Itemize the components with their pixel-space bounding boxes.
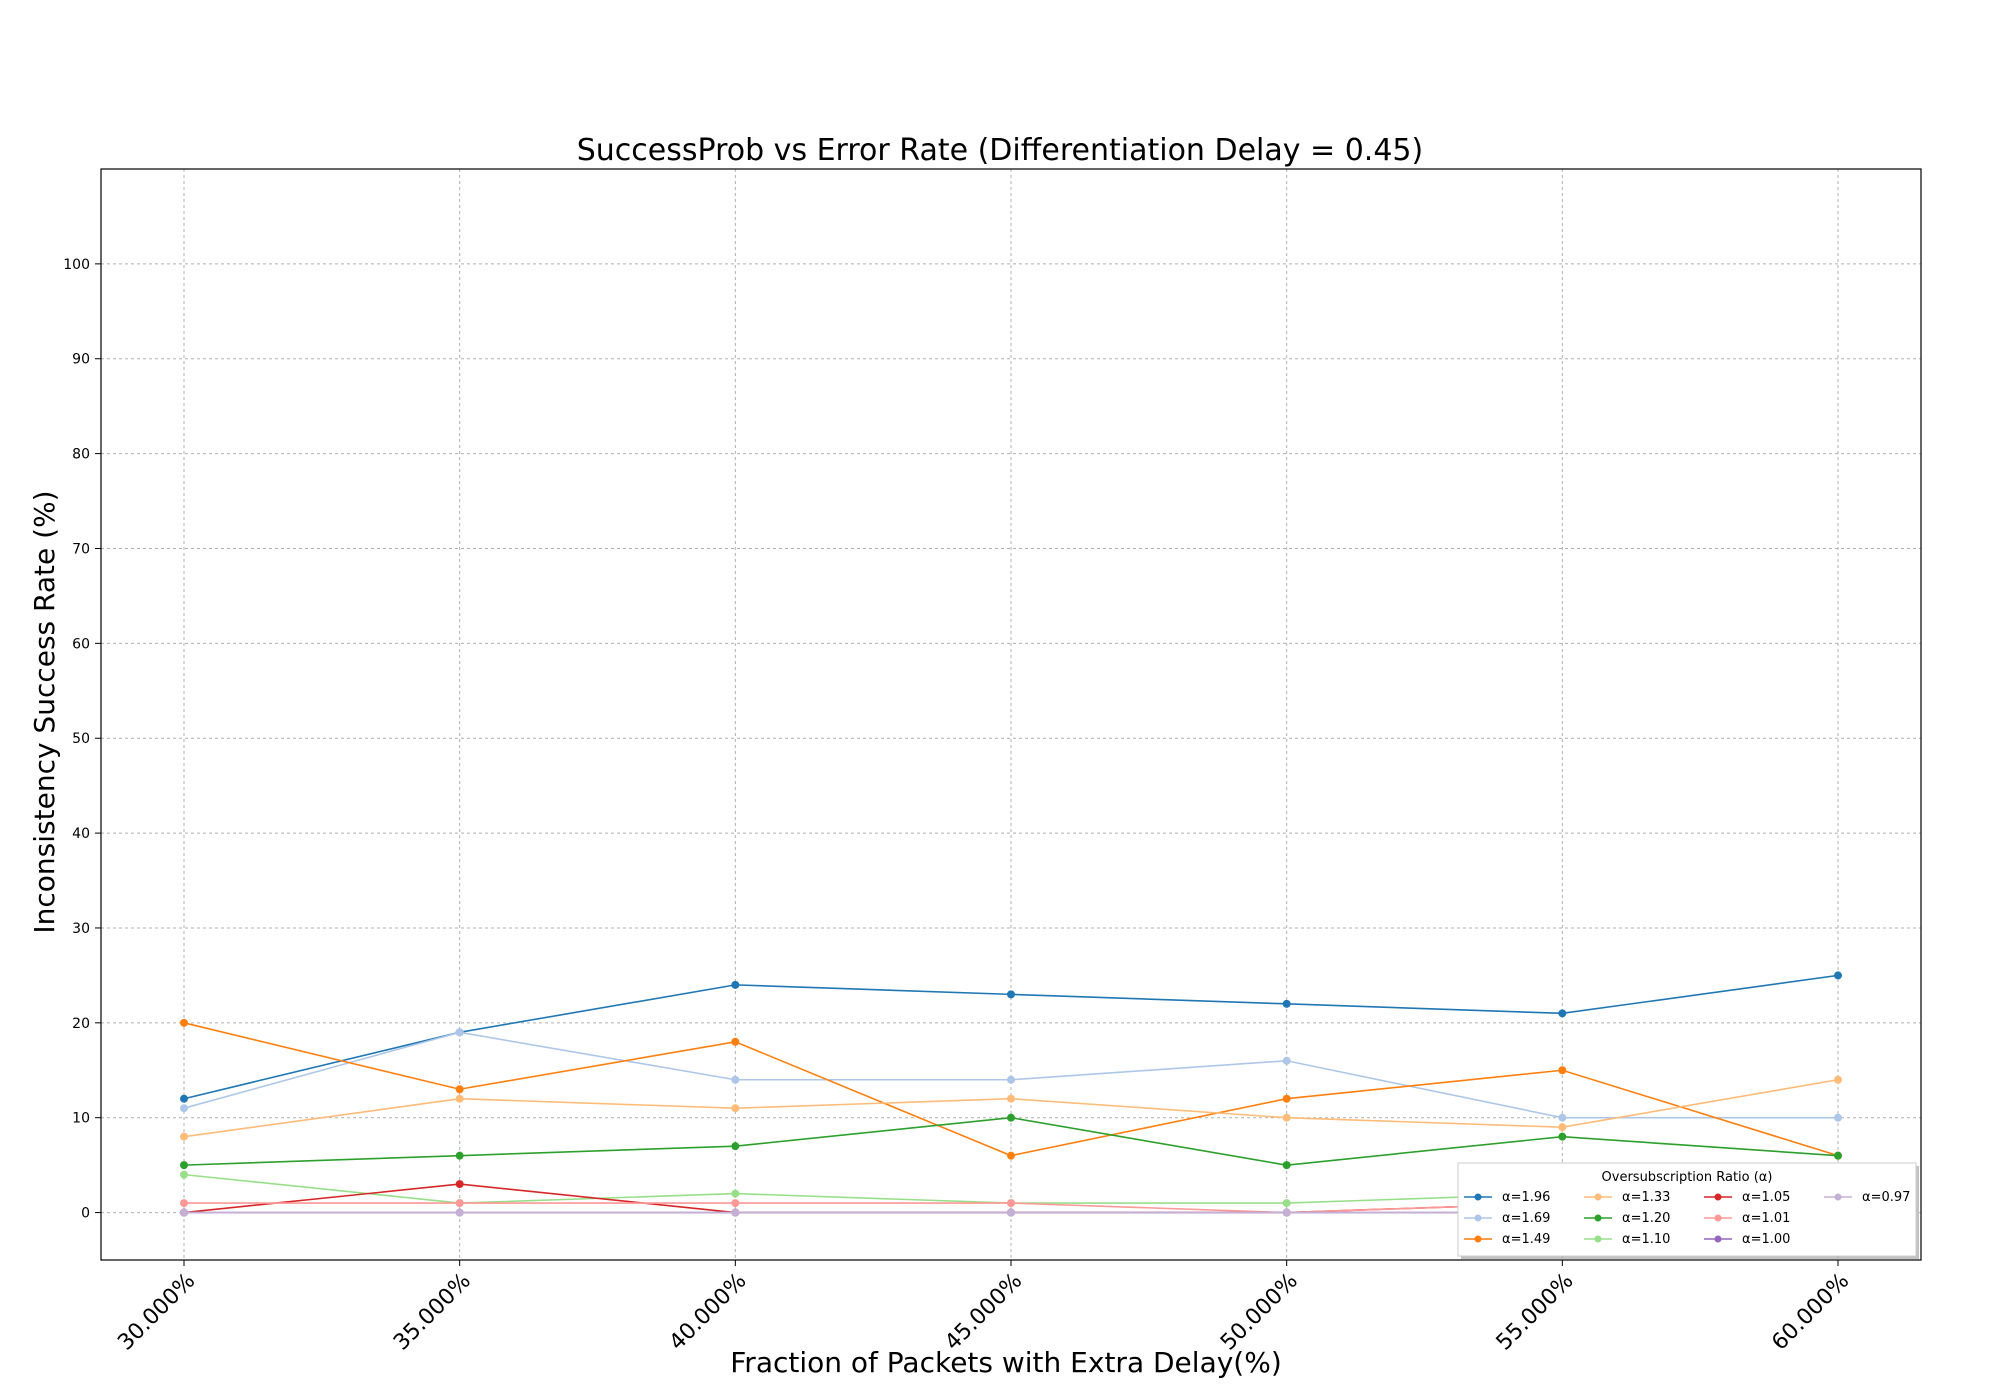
data-point [1282,1056,1291,1065]
data-point [1282,1208,1291,1217]
legend-item: α=1.10 [1584,1232,1670,1247]
legend-label: α=1.49 [1502,1232,1550,1247]
data-point [1558,1066,1567,1075]
legend: Oversubscription Ratio (α) α=1.96 α=1.69 α… [1457,1162,1919,1259]
legend-label: α=1.96 [1502,1190,1550,1205]
data-point [180,1208,188,1217]
legend-label: α=1.01 [1742,1211,1790,1226]
data-point [731,1037,740,1046]
data-point [180,1199,188,1208]
legend-item: α=1.01 [1704,1211,1790,1226]
legend-marker [1714,1214,1722,1222]
y-tick-label: 20 [72,1016,90,1032]
legend-marker [1474,1193,1482,1201]
data-point [455,1180,464,1189]
legend-item: α=0.97 [1824,1190,1910,1205]
data-point [1834,1113,1842,1122]
y-axis-label: Inconsistency Success Rate (%) [28,490,61,933]
data-point [731,1208,740,1217]
legend-marker [1594,1235,1602,1243]
data-point [455,1094,464,1103]
data-point [1834,1075,1842,1084]
legend-label: α=1.10 [1622,1232,1670,1247]
y-tick-label: 40 [72,826,90,842]
data-point [455,1208,464,1217]
x-axis-label: Fraction of Packets with Extra Delay(%) [730,1346,1282,1379]
legend-item: α=1.49 [1464,1232,1550,1247]
data-point [1007,1151,1015,1160]
data-point [1007,1094,1015,1103]
legend-marker [1594,1214,1602,1222]
y-tick-label: 90 [72,352,90,368]
legend-marker [1834,1193,1842,1201]
data-point [1558,1113,1567,1122]
data-point [180,1094,188,1103]
legend-item: α=1.00 [1704,1232,1790,1247]
data-point [731,1075,740,1084]
data-point [1007,1113,1015,1122]
legend-title: Oversubscription Ratio (α) [1602,1170,1773,1185]
y-tick-label: 80 [72,447,90,463]
data-point [1834,1151,1842,1160]
chart-title: SuccessProb vs Error Rate (Differentiati… [577,133,1423,168]
data-point [1558,1123,1567,1132]
data-point [180,1018,188,1027]
series-α=1.33 [180,1075,1842,1141]
data-point [1558,1009,1567,1018]
grid [101,169,1921,1260]
data-point [731,1142,740,1151]
data-point [455,1028,464,1037]
data-point [731,1104,740,1113]
legend-item: α=1.05 [1704,1190,1790,1205]
legend-item: α=1.20 [1584,1211,1670,1226]
data-point [455,1085,464,1094]
data-point [1282,1094,1291,1103]
y-tick-label: 10 [72,1111,90,1127]
series-α=1.49 [180,1018,1842,1160]
legend-label: α=1.05 [1742,1190,1790,1205]
data-point [1007,1075,1015,1084]
legend-label: α=1.69 [1502,1211,1550,1226]
data-point [180,1132,188,1141]
legend-marker [1714,1235,1722,1243]
y-tick-label: 100 [63,257,90,273]
legend-label: α=1.20 [1622,1211,1670,1226]
y-axis-ticks: 0 10 20 30 40 50 60 70 80 90 100 [63,257,101,1222]
y-tick-label: 0 [81,1206,90,1222]
data-point [731,1199,740,1208]
legend-item: α=1.96 [1464,1190,1550,1205]
legend-marker [1714,1193,1722,1201]
legend-marker [1594,1193,1602,1201]
data-point [1282,1113,1291,1122]
data-point [1007,1199,1015,1208]
y-tick-label: 60 [72,636,90,652]
data-point [1007,990,1015,999]
data-point [731,980,740,989]
legend-marker [1474,1235,1482,1243]
data-point [1834,971,1842,980]
data-point [1282,1161,1291,1170]
legend-item: α=1.69 [1464,1211,1550,1226]
series-α=1.69 [180,1028,1842,1122]
data-point [180,1161,188,1170]
legend-label: α=1.00 [1742,1232,1790,1247]
data-point [1558,1132,1567,1141]
data-point [1282,999,1291,1008]
data-point [455,1199,464,1208]
y-tick-label: 50 [72,731,90,747]
legend-label: α=0.97 [1862,1190,1910,1205]
y-tick-label: 30 [72,921,90,937]
legend-label: α=1.33 [1622,1190,1670,1205]
data-point [180,1170,188,1179]
data-point [1007,1208,1015,1217]
data-point [731,1189,740,1198]
data-point [1282,1199,1291,1208]
legend-item: α=1.33 [1584,1190,1670,1205]
series-α=1.20 [180,1113,1842,1170]
legend-marker [1474,1214,1482,1222]
y-tick-label: 70 [72,541,90,557]
data-point [455,1151,464,1160]
data-point [180,1104,188,1113]
